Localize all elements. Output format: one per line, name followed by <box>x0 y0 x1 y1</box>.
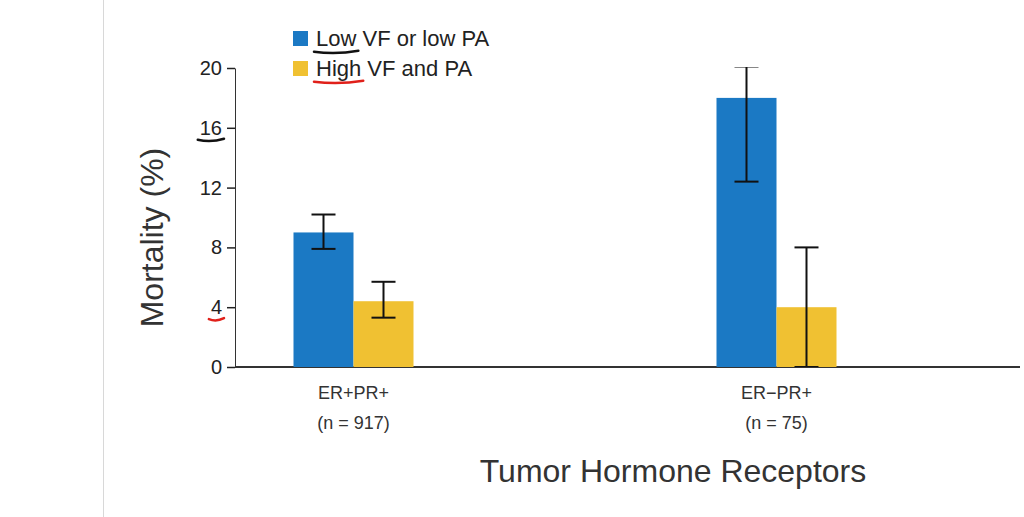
y-tick: 12 <box>200 177 235 199</box>
x-tick: ER−PR+ (n = 75) <box>741 383 812 433</box>
error-bar-stem <box>323 215 325 249</box>
error-bar-cap <box>795 246 819 248</box>
error-bar-stem <box>383 282 385 318</box>
y-axis-title: Mortality (%) <box>134 148 170 328</box>
error-bar <box>735 67 759 182</box>
underline-mark <box>209 318 224 320</box>
y-tick-label: 20 <box>200 57 222 79</box>
error-bar <box>312 215 336 249</box>
y-tick-mark <box>227 367 235 369</box>
error-bar-cap <box>372 317 396 319</box>
y-tick-label: 8 <box>211 236 222 258</box>
y-axis-line <box>235 69 236 368</box>
legend-swatch <box>293 31 308 46</box>
y-tick-mark <box>227 307 235 309</box>
legend-label: High VF and PA <box>316 56 472 81</box>
error-bar-stem <box>746 67 748 182</box>
x-tick-label: ER+PR+ (n = 917) <box>317 383 390 433</box>
y-tick: 8 <box>211 236 235 258</box>
x-tick-label-line: (n = 917) <box>317 413 390 433</box>
legend-label: Low VF or low PA <box>316 26 490 51</box>
y-tick-mark <box>227 187 235 189</box>
y-tick-label: 0 <box>211 356 222 378</box>
bars <box>294 67 837 367</box>
error-bar-cap <box>312 248 336 250</box>
series <box>354 247 837 367</box>
x-axis-title: Tumor Hormone Receptors <box>480 453 867 489</box>
y-tick: 0 <box>211 356 235 378</box>
error-bar-stem <box>806 247 808 367</box>
error-bar-cap <box>795 366 819 367</box>
bar <box>294 232 354 367</box>
error-bar <box>372 282 396 318</box>
y-tick-label: 12 <box>200 177 222 199</box>
x-tick-label: ER−PR+ (n = 75) <box>741 383 812 433</box>
underline-mark <box>198 139 224 141</box>
y-tick-mark <box>227 68 235 70</box>
y-axis: 0 4 8 12 16 20 <box>200 57 236 378</box>
y-tick: 4 <box>211 296 235 318</box>
markup <box>198 51 364 321</box>
y-tick: 16 <box>200 117 235 139</box>
error-bar-cap <box>372 281 396 283</box>
legend-swatch <box>293 61 308 76</box>
page-border <box>103 0 104 517</box>
x-tick-label-line: ER+PR+ <box>318 383 389 403</box>
y-tick-label: 4 <box>211 296 222 318</box>
x-tick-label-line: (n = 75) <box>745 413 808 433</box>
legend: Low VF or low PA High VF and PA <box>293 26 490 81</box>
error-bar <box>795 247 819 367</box>
underline-mark <box>314 51 358 53</box>
error-bar-cap <box>312 214 336 216</box>
y-tick: 20 <box>200 57 235 79</box>
underline-mark <box>314 81 363 83</box>
chart: 0 4 8 12 16 20 ER+PR+ (n = 917) ER−PR+ (n = 75) Mo… <box>0 0 1024 517</box>
error-bar-cap <box>735 67 759 68</box>
y-tick-mark <box>227 128 235 130</box>
x-axis: ER+PR+ (n = 917) ER−PR+ (n = 75) <box>317 383 812 433</box>
y-tick-mark <box>227 247 235 249</box>
y-tick-label: 16 <box>200 117 222 139</box>
x-tick-label-line: ER−PR+ <box>741 383 812 403</box>
series <box>294 67 777 367</box>
x-tick: ER+PR+ (n = 917) <box>317 383 390 433</box>
error-bar-cap <box>735 181 759 183</box>
